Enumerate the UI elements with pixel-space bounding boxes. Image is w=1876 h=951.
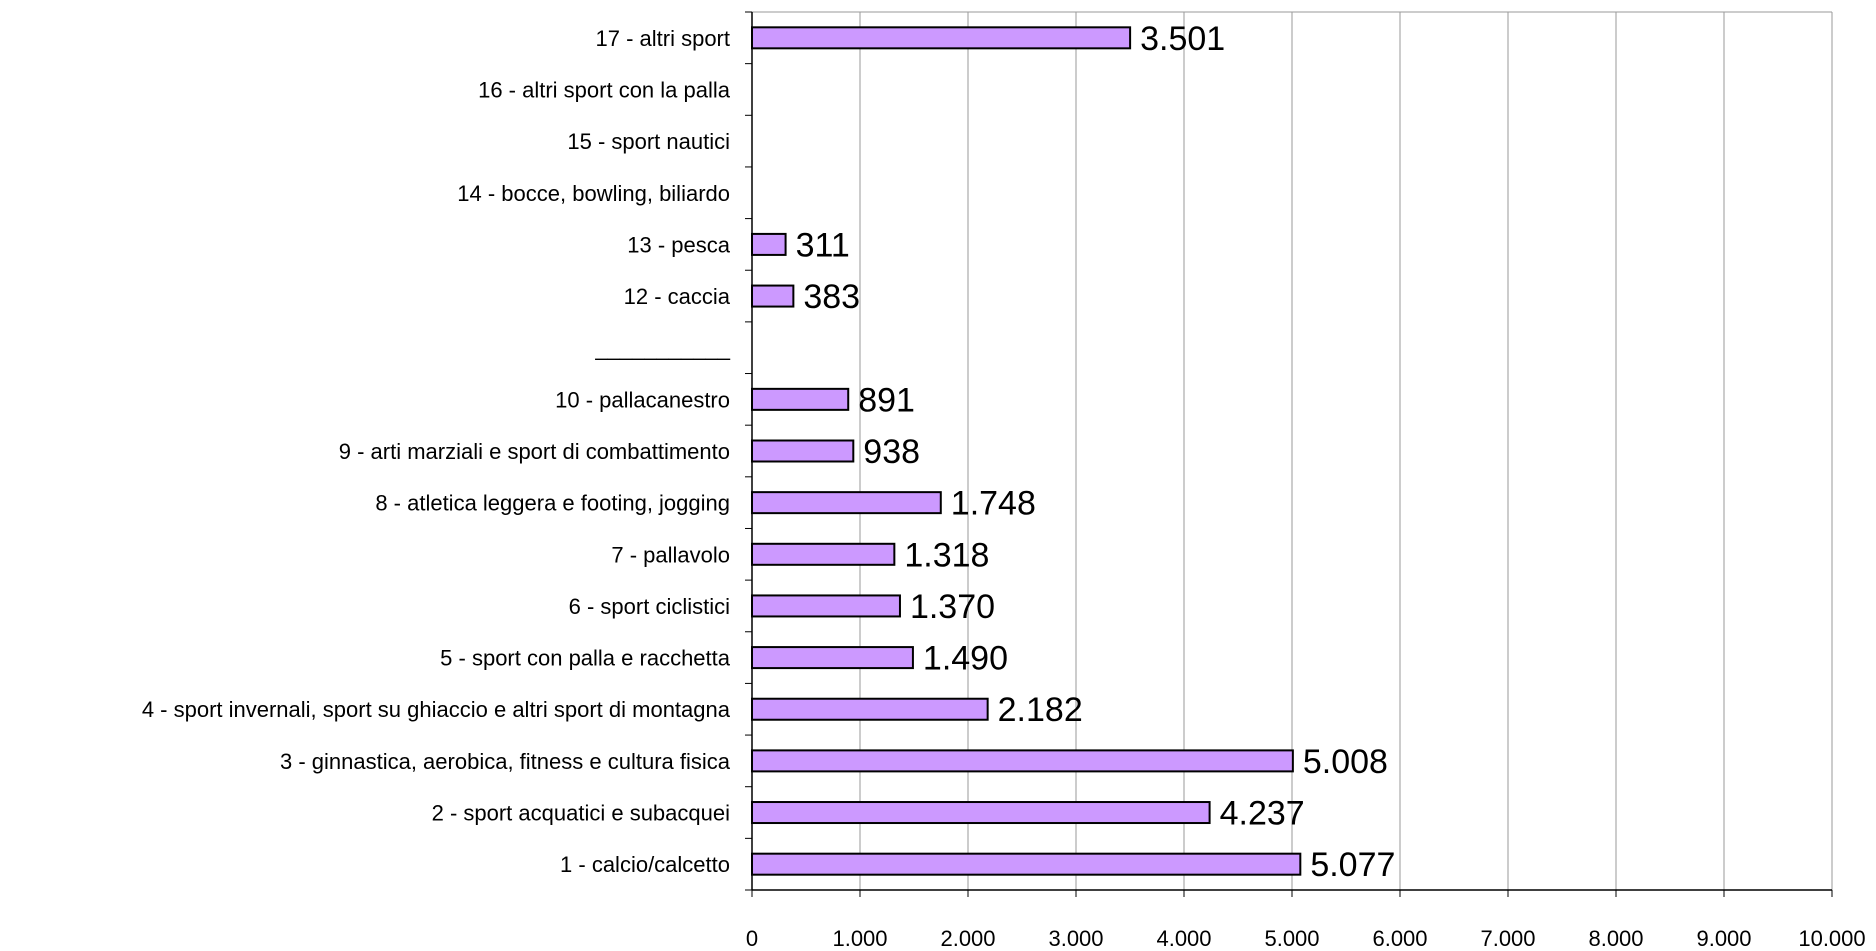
bar: [751, 801, 1211, 825]
bar: [751, 542, 896, 566]
data-label: 938: [863, 433, 920, 471]
data-label: 311: [796, 226, 850, 264]
bar: [751, 852, 1302, 876]
data-label: 5.008: [1303, 743, 1388, 781]
x-tick-label: 4.000: [1156, 926, 1211, 951]
category-label: 3 - ginnastica, aerobica, fitness e cult…: [280, 749, 731, 774]
bar: [751, 439, 855, 463]
category-label: 1 - calcio/calcetto: [560, 852, 730, 877]
bar: [751, 387, 850, 411]
category-label: 13 - pesca: [627, 232, 730, 257]
bar: [751, 697, 989, 721]
x-tick-label: 6.000: [1372, 926, 1427, 951]
bar: [751, 284, 795, 308]
category-label: 14 - bocce, bowling, biliardo: [457, 181, 730, 206]
x-tick-label: 9.000: [1696, 926, 1751, 951]
x-tick-label: 5.000: [1264, 926, 1319, 951]
bar: [751, 646, 914, 670]
data-label: 1.748: [951, 485, 1036, 523]
category-label: 9 - arti marziali e sport di combattimen…: [339, 439, 730, 464]
data-labels: 3.501 311 383 891 938 1.748 1.318 1.370 1.490 2.1…: [796, 20, 1396, 884]
category-label: 4 - sport invernali, sport su ghiaccio e…: [142, 697, 731, 722]
data-label: 4.237: [1220, 795, 1305, 833]
data-label: 5.077: [1310, 846, 1395, 884]
bar: [751, 749, 1294, 773]
x-tick-label: 10.000: [1798, 926, 1865, 951]
x-axis-ticks: 0 1.000 2.000 3.000 4.000 5.000 6.000 7.000 8.00…: [746, 890, 1866, 951]
x-tick-label: 2.000: [940, 926, 995, 951]
category-label: 17 - altri sport: [596, 26, 731, 51]
category-label: 8 - atletica leggera e footing, jogging: [375, 491, 730, 516]
bars: [751, 26, 1302, 876]
category-label: ___________: [594, 336, 730, 361]
data-label: 383: [803, 278, 860, 316]
category-label: 16 - altri sport con la palla: [478, 77, 731, 102]
x-tick-label: 3.000: [1048, 926, 1103, 951]
bar: [751, 491, 942, 515]
category-label: 2 - sport acquatici e subacquei: [432, 801, 730, 826]
x-tick-label: 0: [746, 926, 758, 951]
category-label: 6 - sport ciclistici: [569, 594, 730, 619]
x-tick-label: 7.000: [1480, 926, 1535, 951]
category-label: 10 - pallacanestro: [555, 387, 730, 412]
data-label: 2.182: [998, 691, 1083, 729]
x-tick-label: 8.000: [1588, 926, 1643, 951]
data-label: 3.501: [1140, 20, 1225, 58]
category-label: 5 - sport con palla e racchetta: [440, 646, 731, 671]
category-label: 7 - pallavolo: [611, 542, 730, 567]
x-tick-label: 1.000: [832, 926, 887, 951]
bar: [751, 232, 787, 256]
bar: [751, 26, 1132, 50]
data-label: 1.370: [910, 588, 995, 626]
data-label: 1.318: [904, 536, 989, 574]
category-labels: 17 - altri sport 16 - altri sport con la …: [142, 26, 731, 877]
bar: [751, 594, 901, 618]
data-label: 1.490: [923, 640, 1008, 678]
data-label: 891: [858, 381, 915, 419]
category-label: 15 - sport nautici: [567, 129, 730, 154]
category-label: 12 - caccia: [624, 284, 731, 309]
